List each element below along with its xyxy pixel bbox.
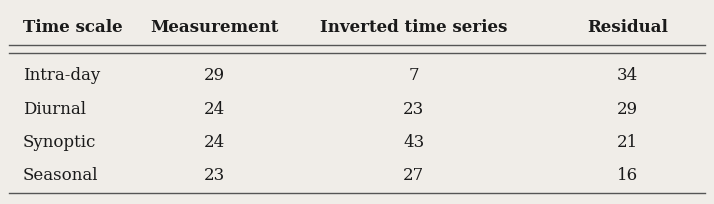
Text: Intra-day: Intra-day — [23, 67, 100, 84]
Text: Measurement: Measurement — [151, 19, 279, 36]
Text: 29: 29 — [617, 101, 638, 118]
Text: Residual: Residual — [587, 19, 668, 36]
Text: 24: 24 — [204, 101, 226, 118]
Text: Seasonal: Seasonal — [23, 167, 99, 184]
Text: 23: 23 — [204, 167, 226, 184]
Text: 23: 23 — [403, 101, 425, 118]
Text: 27: 27 — [403, 167, 425, 184]
Text: 24: 24 — [204, 134, 226, 151]
Text: 29: 29 — [204, 67, 226, 84]
Text: 43: 43 — [403, 134, 425, 151]
Text: 21: 21 — [617, 134, 638, 151]
Text: 7: 7 — [408, 67, 419, 84]
Text: Synoptic: Synoptic — [23, 134, 96, 151]
Text: Inverted time series: Inverted time series — [320, 19, 508, 36]
Text: 16: 16 — [617, 167, 638, 184]
Text: Time scale: Time scale — [23, 19, 122, 36]
Text: 34: 34 — [617, 67, 638, 84]
Text: Diurnal: Diurnal — [23, 101, 86, 118]
